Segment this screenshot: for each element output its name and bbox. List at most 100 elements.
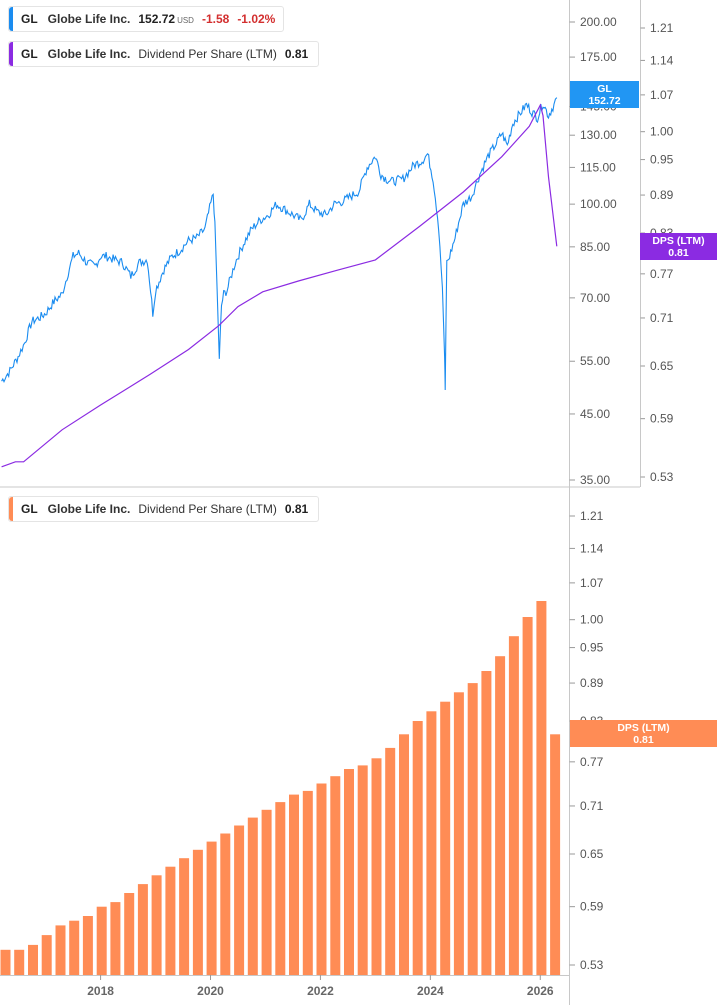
dps-tag-label: DPS (LTM) — [652, 235, 705, 247]
price-axis-tick-label: 100.00 — [580, 197, 617, 211]
dps-bar — [41, 935, 52, 975]
dps-bar — [481, 671, 492, 975]
legend-company-name: Globe Life Inc. — [47, 12, 131, 26]
bar-axis-tick-label: 0.65 — [580, 847, 604, 861]
dps-series-line — [1, 103, 558, 468]
dps-bar — [151, 875, 162, 975]
legend-price-value: 152.72 — [138, 12, 176, 26]
dps-axis-tick-label: 1.21 — [650, 21, 674, 35]
dps-bar — [522, 617, 533, 975]
time-axis-tick-label: 2020 — [197, 984, 224, 998]
dps-axis-tick-label: 1.14 — [650, 53, 674, 67]
dps-bar — [247, 817, 258, 975]
dps-bar — [508, 636, 519, 975]
dps-bar — [385, 747, 396, 975]
dps-bar — [289, 794, 299, 975]
dps-bar — [110, 902, 121, 975]
legend-price[interactable]: GL Globe Life Inc. 152.72 USD -1.58 -1.0… — [8, 6, 285, 32]
dps-axis-tick-label: 1.00 — [650, 125, 674, 139]
price-axis-tick-label: 130.00 — [580, 128, 617, 142]
legend-dps-overlay[interactable]: GL Globe Life Inc. Dividend Per Share (L… — [8, 41, 320, 67]
legend-symbol: GL — [21, 502, 38, 516]
dps-bar — [69, 920, 80, 975]
dps-bar — [316, 783, 327, 975]
dps-axis-tick-label: 0.77 — [650, 267, 674, 281]
dps-axis-tick-label: 0.53 — [650, 470, 674, 484]
dps-bar — [371, 758, 382, 975]
legend-currency: USD — [177, 16, 194, 25]
bar-axis-tick-label: 1.21 — [580, 509, 604, 523]
legend-price-change: -1.58 — [201, 12, 230, 26]
legend-metric-value: 0.81 — [284, 47, 309, 61]
bar-axis-tick-label: 0.71 — [580, 799, 604, 813]
dps-bar — [344, 769, 354, 975]
dps-bar — [28, 944, 38, 975]
dps-bar — [330, 776, 341, 975]
price-axis-tick-label: 45.00 — [580, 407, 610, 421]
dps-bar — [220, 833, 231, 975]
bar-axis-tick-label: 1.14 — [580, 541, 604, 555]
price-axis-tick-label: 55.00 — [580, 354, 610, 368]
legend-company-name: Globe Life Inc. — [47, 47, 131, 61]
dps-axis-tag-bottom: DPS (LTM) 0.81 — [570, 720, 717, 747]
price-tag-value: 152.72 — [588, 95, 621, 107]
bar-axis-tick-label: 1.00 — [580, 613, 604, 627]
dps-bar — [495, 656, 506, 975]
dps-bar — [426, 711, 437, 975]
dps-bar — [399, 734, 409, 975]
dps-bar — [357, 765, 368, 975]
dps-tag-label: DPS (LTM) — [617, 722, 670, 734]
legend-metric-name: Dividend Per Share (LTM) — [138, 47, 277, 61]
dps-bar — [96, 906, 107, 975]
dps-tag-value: 0.81 — [668, 247, 689, 259]
dps-bar — [137, 884, 148, 975]
price-axis-tick-label: 35.00 — [580, 473, 610, 487]
dps-bar — [440, 701, 451, 975]
dps-axis-tick-label: 0.71 — [650, 311, 674, 325]
price-axis-tick-label: 200.00 — [580, 15, 617, 29]
legend-metric-value: 0.81 — [284, 502, 309, 516]
dps-bar — [536, 601, 547, 975]
dps-bar — [467, 683, 478, 975]
dps-bar — [124, 893, 135, 975]
dps-bar — [165, 866, 176, 975]
price-axis-tick-label: 70.00 — [580, 291, 610, 305]
price-series-line — [1, 97, 558, 391]
dps-bar — [275, 802, 286, 975]
dps-tag-value: 0.81 — [633, 734, 654, 746]
price-axis-tick-label: 85.00 — [580, 240, 610, 254]
bar-axis-tick-label: 0.59 — [580, 900, 604, 914]
dps-bar — [0, 949, 11, 975]
legend-company-name: Globe Life Inc. — [47, 502, 131, 516]
dps-bar — [55, 925, 66, 975]
price-axis-tag: GL 152.72 — [570, 81, 639, 108]
price-axis-tick-label: 115.00 — [580, 160, 616, 174]
dps-bar — [550, 734, 561, 975]
dps-bar — [234, 825, 245, 975]
dps-bar — [453, 692, 464, 975]
dps-axis-tick-label: 0.95 — [650, 153, 674, 167]
legend-color-swatch — [9, 497, 13, 521]
legend-color-swatch — [9, 42, 13, 66]
legend-symbol: GL — [21, 47, 38, 61]
dps-axis-tick-label: 0.65 — [650, 359, 674, 373]
dps-bar — [412, 721, 423, 975]
dps-bar — [192, 849, 203, 975]
time-axis-tick-label: 2018 — [87, 984, 114, 998]
dps-bar — [14, 949, 25, 975]
time-axis-tick-label: 2026 — [527, 984, 554, 998]
legend-symbol: GL — [21, 12, 38, 26]
legend-dps-bars[interactable]: GL Globe Life Inc. Dividend Per Share (L… — [8, 496, 320, 522]
dps-axis-tick-label: 1.07 — [650, 88, 674, 102]
legend-price-change-pct: -1.02% — [237, 12, 276, 26]
price-tag-symbol: GL — [597, 83, 612, 95]
legend-color-swatch — [9, 7, 13, 31]
bar-axis-tick-label: 0.77 — [580, 755, 604, 769]
dps-axis-tag-top: DPS (LTM) 0.81 — [640, 233, 717, 260]
dps-axis-tick-label: 0.59 — [650, 412, 674, 426]
bar-axis-tick-label: 0.53 — [580, 958, 604, 972]
dps-bar — [261, 809, 272, 975]
time-axis-tick-label: 2022 — [307, 984, 334, 998]
